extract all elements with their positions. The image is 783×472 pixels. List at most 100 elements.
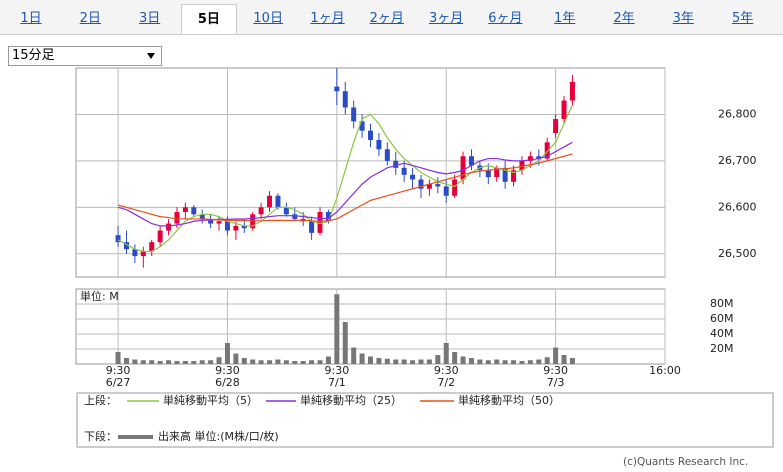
- volume-bar: [368, 356, 373, 364]
- candle-body: [191, 207, 197, 215]
- volume-bar: [544, 357, 550, 364]
- candle-body: [157, 230, 163, 243]
- volume-bar: [258, 360, 264, 364]
- period-tab[interactable]: 2年: [613, 11, 635, 26]
- volume-bar: [527, 360, 533, 364]
- candle-body: [292, 214, 298, 219]
- candle-body: [376, 139, 382, 150]
- volume-bar: [300, 361, 306, 364]
- candle-body: [334, 86, 340, 92]
- candle-body: [393, 160, 399, 168]
- period-tab[interactable]: 6ヶ月: [488, 11, 523, 26]
- volume-bar: [174, 361, 180, 364]
- period-tab[interactable]: 3ヶ月: [428, 11, 464, 26]
- y-tick-label: 26,500: [718, 247, 757, 260]
- volume-bar: [342, 322, 348, 364]
- candle-body: [216, 221, 222, 224]
- y-tick-label: 26,800: [718, 107, 757, 120]
- candle-body: [241, 225, 247, 229]
- volume-bar: [182, 361, 188, 364]
- volume-bar: [149, 360, 155, 364]
- volume-bar: [418, 359, 424, 364]
- volume-bar: [477, 359, 483, 364]
- copyright: (c)Quants Research Inc.: [623, 456, 748, 468]
- period-tab[interactable]: 5日: [180, 4, 237, 34]
- volume-bar: [325, 356, 331, 364]
- candle-body: [351, 107, 357, 122]
- volume-bar: [115, 352, 121, 364]
- volume-bar: [351, 347, 357, 364]
- volume-bar: [376, 358, 382, 364]
- candle-body: [527, 156, 533, 161]
- period-tab[interactable]: 1日: [20, 11, 42, 26]
- volume-bar: [191, 361, 197, 364]
- x-tick-date: 7/1: [328, 376, 346, 389]
- x-tick-label: 16:00: [649, 364, 681, 377]
- volume-bar: [275, 359, 281, 364]
- y-tick-label: 40M: [710, 327, 734, 340]
- x-tick-date: 7/3: [547, 376, 565, 389]
- price-frame: [75, 67, 666, 278]
- candle-body: [359, 121, 365, 131]
- volume-bar: [199, 360, 205, 364]
- x-tick-label: 9:30: [106, 364, 131, 377]
- moving-average-line: [117, 141, 573, 227]
- volume-bar: [485, 360, 491, 364]
- candle-body: [519, 160, 525, 171]
- volume-bar: [536, 359, 542, 364]
- legend-label: 単純移動平均（5）: [163, 393, 258, 407]
- period-tab[interactable]: 1ヶ月: [310, 11, 345, 26]
- volume-bar: [410, 360, 416, 364]
- period-tab[interactable]: 10日: [253, 11, 283, 26]
- y-tick-label: 60M: [710, 312, 734, 325]
- volume-bar: [494, 359, 500, 364]
- candle-body: [544, 142, 550, 159]
- volume-bar: [267, 360, 273, 364]
- candle-body: [452, 179, 458, 196]
- period-tab[interactable]: 2ヶ月: [369, 11, 404, 26]
- candle-body: [511, 170, 517, 182]
- candle-body: [149, 242, 155, 252]
- candle-body: [115, 235, 121, 243]
- volume-bar: [250, 359, 256, 364]
- volume-bar: [393, 359, 399, 364]
- candle-body: [443, 186, 449, 196]
- volume-bar: [553, 347, 559, 364]
- candle-body: [561, 100, 567, 120]
- volume-bar: [140, 360, 146, 364]
- volume-bar: [384, 358, 390, 364]
- period-tab[interactable]: 1年: [554, 11, 576, 26]
- candle-body: [275, 195, 281, 208]
- volume-bar: [166, 360, 172, 364]
- candle-body: [342, 91, 348, 108]
- candle-body: [384, 149, 390, 161]
- period-tab[interactable]: 2日: [79, 11, 101, 26]
- x-tick-label: 9:30: [434, 364, 459, 377]
- period-tab[interactable]: 3年: [672, 11, 694, 26]
- dropdown-label: 15分足: [12, 48, 55, 63]
- volume-bar: [569, 358, 575, 364]
- volume-bar: [443, 343, 449, 364]
- volume-bar: [157, 361, 163, 364]
- volume-bar: [334, 294, 340, 364]
- volume-bar: [132, 359, 138, 364]
- candle-body: [426, 184, 432, 189]
- volume-bar: [216, 357, 222, 364]
- volume-bar: [519, 361, 525, 364]
- candle-body: [283, 207, 289, 215]
- interval-dropdown[interactable]: 15分足: [8, 46, 162, 66]
- volume-bar: [511, 360, 517, 364]
- y-tick-label: 80M: [710, 297, 734, 310]
- moving-average-line: [117, 153, 573, 222]
- period-tab[interactable]: 5年: [731, 11, 754, 26]
- period-tab[interactable]: 3日: [138, 11, 161, 26]
- candle-body: [132, 249, 138, 257]
- volume-bar: [241, 358, 247, 364]
- candle-body: [435, 184, 441, 187]
- volume-bar: [435, 355, 441, 364]
- candle-body: [553, 119, 559, 134]
- candle-body: [267, 195, 273, 208]
- volume-bar: [502, 360, 508, 364]
